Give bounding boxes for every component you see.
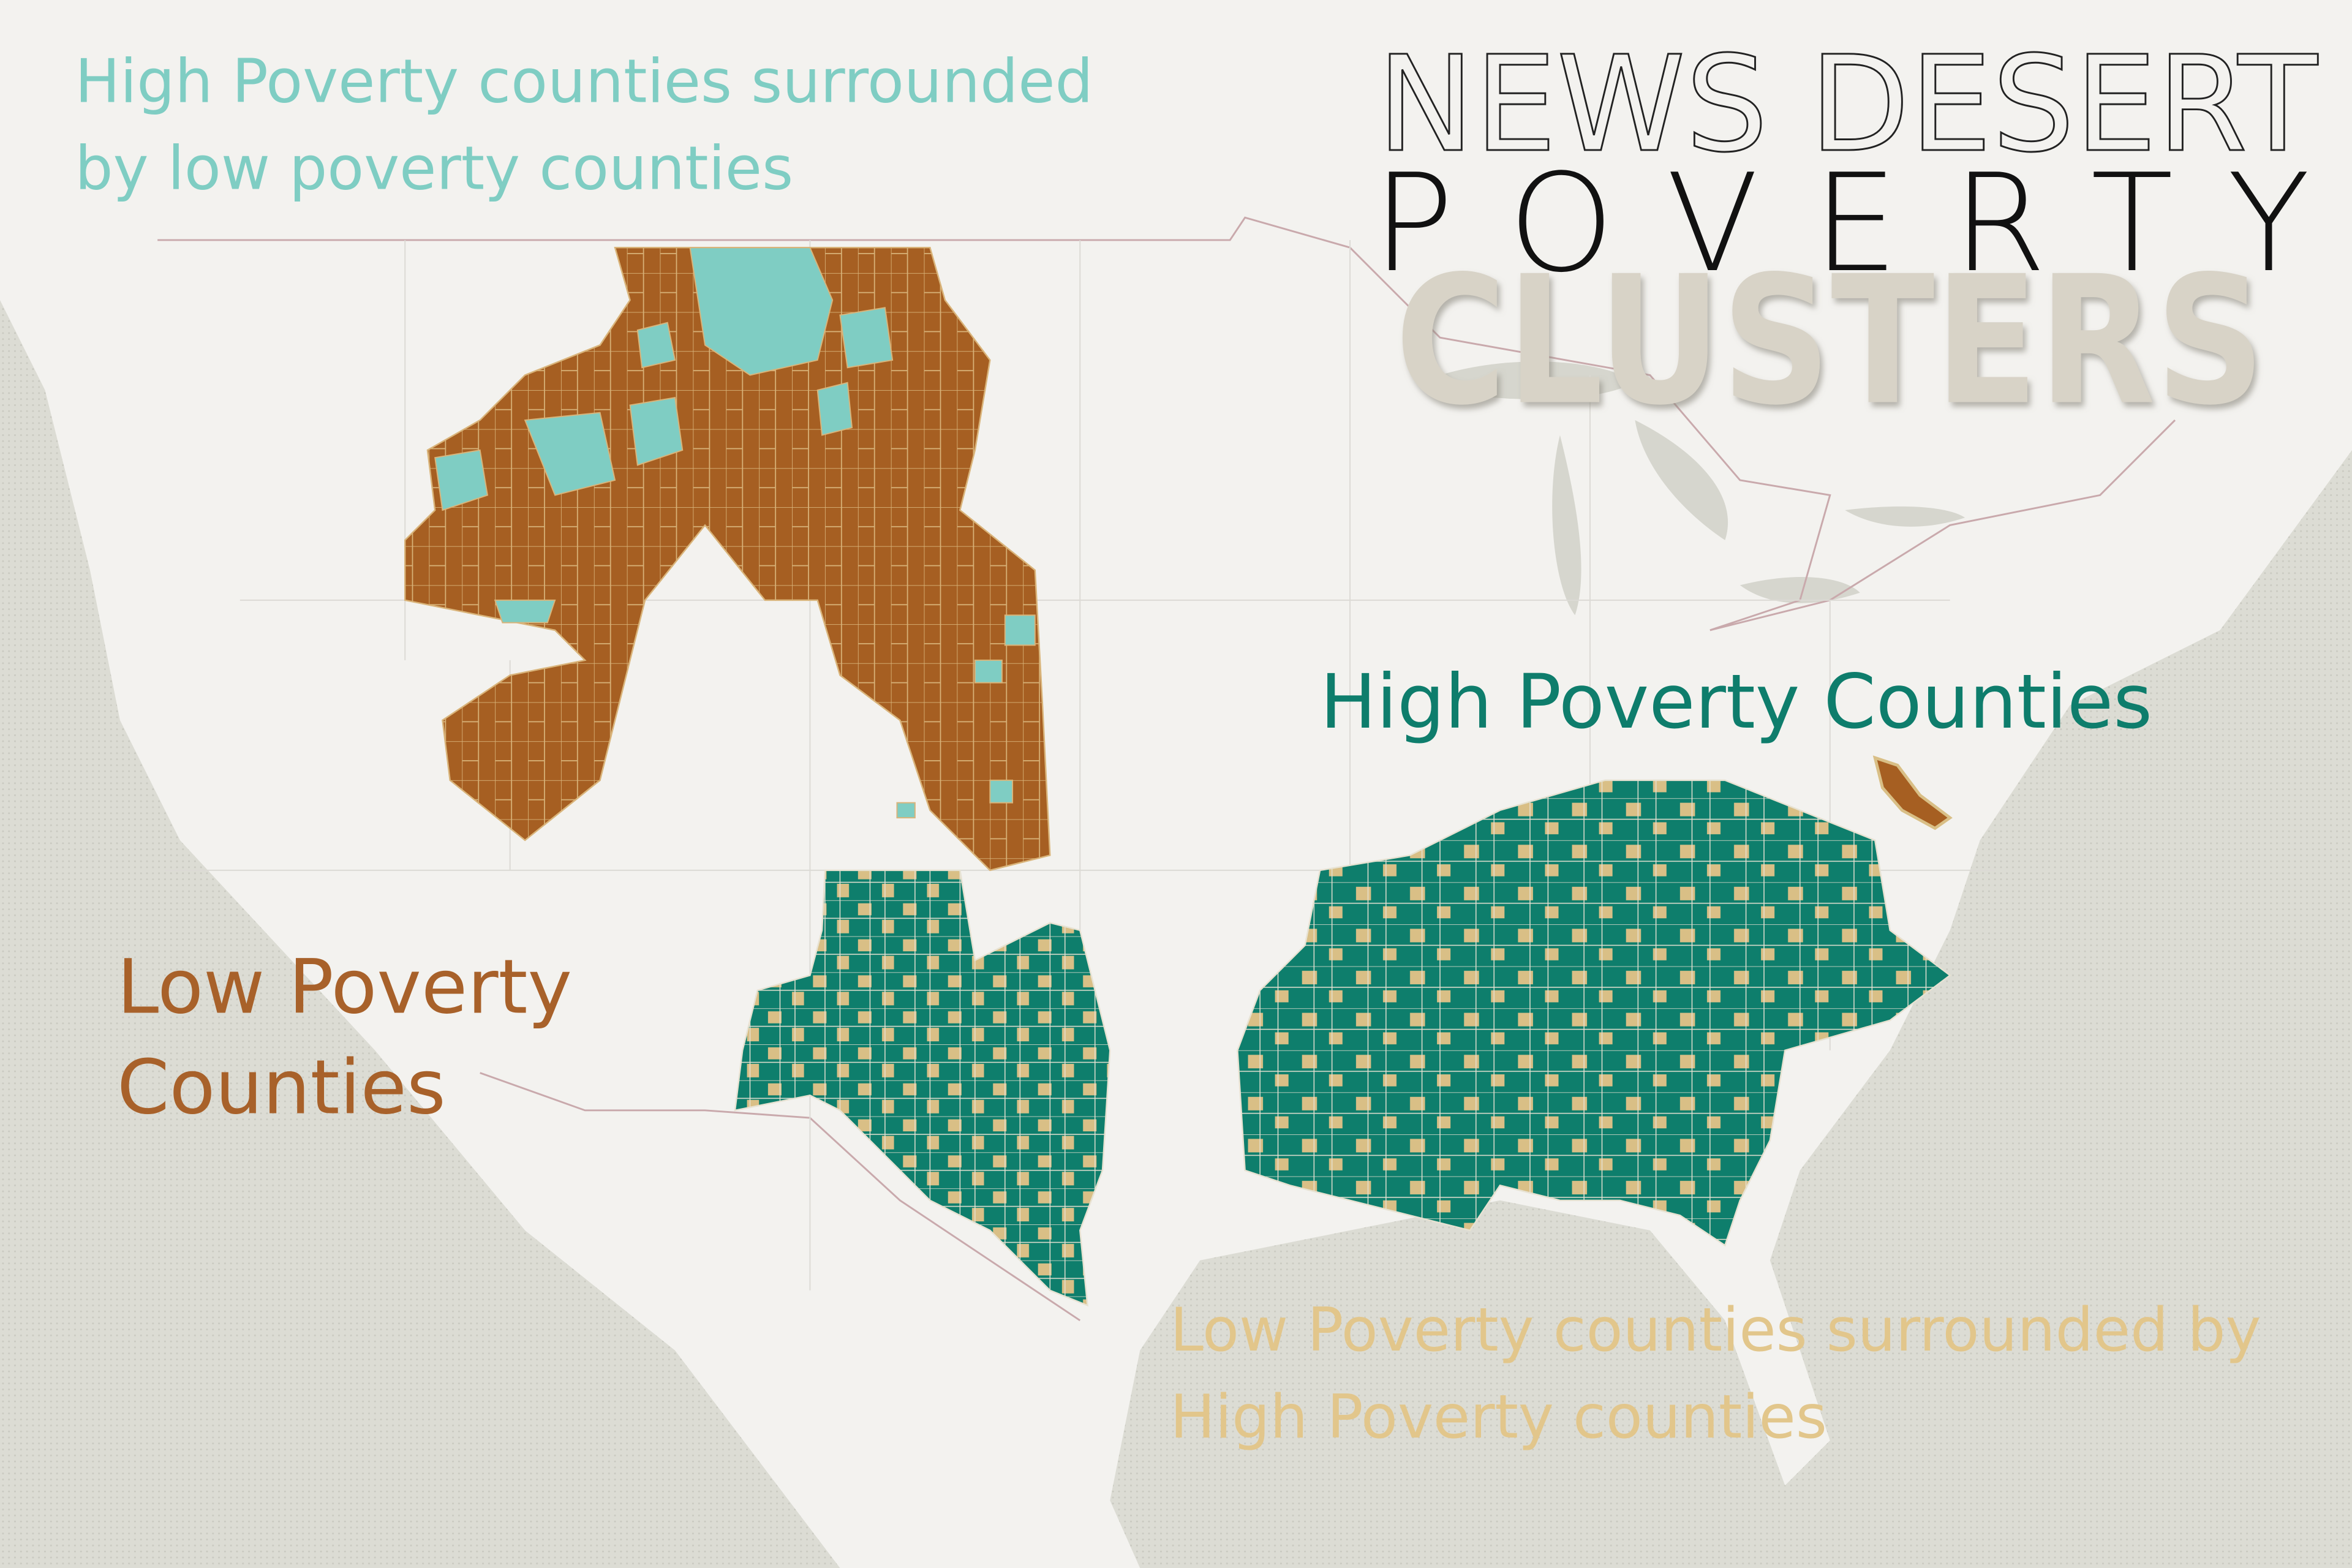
- title-line-1: NEWS DESERT: [1377, 28, 2318, 181]
- lakes: [1440, 361, 1966, 616]
- label-low-poverty: Low Poverty: [117, 943, 572, 1031]
- high-poverty-cluster-texas: [734, 869, 1111, 1307]
- title-line-2: POVERTY: [1373, 145, 2310, 302]
- label-high-poverty: High Poverty Counties: [1320, 658, 2152, 745]
- label-low-surrounded: High Poverty counties: [1170, 1382, 1827, 1452]
- high-in-low-counties: [434, 247, 1036, 819]
- low-poverty-cluster: [404, 246, 1051, 872]
- label-high-surrounded: High Poverty counties surrounded: [75, 47, 1093, 117]
- label-low-poverty: Counties: [117, 1044, 446, 1131]
- low-poverty-cluster-east: [1872, 755, 1953, 831]
- label-high-surrounded: by low poverty counties: [75, 134, 793, 204]
- high-poverty-cluster-southeast: [1237, 779, 1951, 1247]
- label-low-surrounded: Low Poverty counties surrounded by: [1170, 1295, 2261, 1365]
- title-line-3: CLUSTERS: [1395, 238, 2265, 444]
